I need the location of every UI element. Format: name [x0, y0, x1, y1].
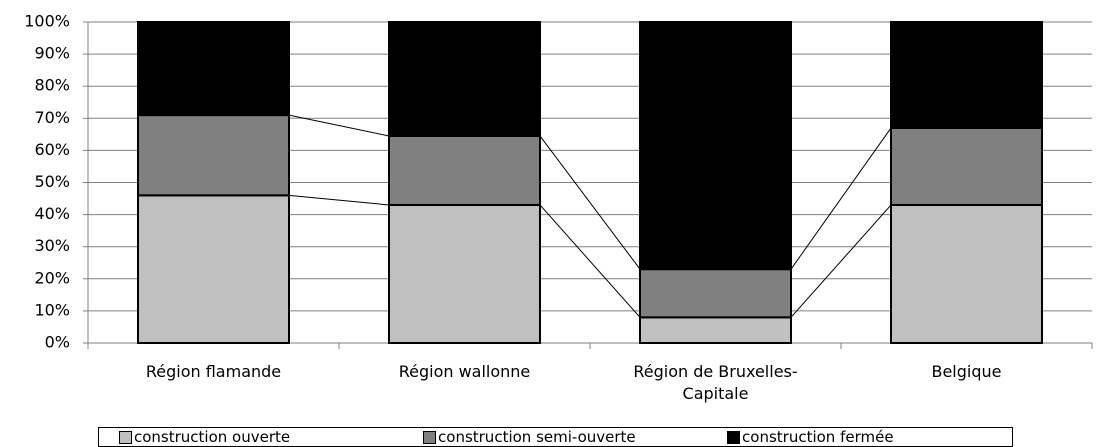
legend-label: construction semi-ouverte	[438, 428, 636, 446]
x-tick-label: Belgique	[931, 362, 1002, 381]
y-tick-label: 40%	[34, 204, 70, 223]
bar-segment	[639, 21, 792, 271]
bar-segment	[388, 203, 541, 344]
legend-label: construction ouverte	[134, 428, 291, 446]
bar-segment	[137, 114, 290, 197]
legend-item: construction semi-ouverte	[403, 428, 707, 446]
bar-segment	[639, 268, 792, 319]
bar-segment	[137, 21, 290, 117]
legend-swatch	[727, 430, 741, 444]
y-tick-label: 20%	[34, 268, 70, 287]
y-tick-label: 60%	[34, 140, 70, 159]
bar-segment	[639, 316, 792, 345]
series-line	[288, 114, 390, 137]
bar-segment	[890, 21, 1043, 129]
series-line	[539, 135, 641, 270]
x-tick-label: Région wallonne	[398, 362, 531, 381]
bar-segment	[388, 134, 541, 206]
legend-item: construction ouverte	[99, 428, 403, 446]
x-tick-label: Région de Bruxelles-Capitale	[633, 362, 798, 403]
legend-swatch	[423, 430, 437, 444]
series-line	[539, 204, 641, 318]
bar-segment	[137, 194, 290, 344]
y-tick-label: 30%	[34, 236, 70, 255]
y-tick-label: 80%	[34, 76, 70, 95]
series-line	[790, 204, 892, 318]
series-line	[790, 127, 892, 270]
x-tick-label: Région flamande	[145, 362, 282, 381]
legend-item: construction fermée	[707, 428, 1011, 446]
y-tick-label: 70%	[34, 108, 70, 127]
legend-swatch	[119, 430, 132, 444]
series-line	[288, 194, 390, 206]
y-tick-label: 0%	[45, 333, 70, 352]
plot: 0% 10% 20% 30% 40% 50% 60% 70% 80% 90% 100%	[24, 12, 1093, 352]
y-tick-label: 90%	[34, 44, 70, 63]
bar-segment	[890, 203, 1043, 344]
y-tick-label: 100%	[24, 12, 70, 31]
legend: construction ouverte construction semi-ou…	[98, 427, 1013, 447]
y-tick-label: 50%	[34, 172, 70, 191]
legend-label: construction fermée	[742, 428, 894, 446]
y-tick-label: 10%	[34, 300, 70, 319]
bar-segment	[388, 21, 541, 137]
bar-segment	[890, 126, 1043, 206]
